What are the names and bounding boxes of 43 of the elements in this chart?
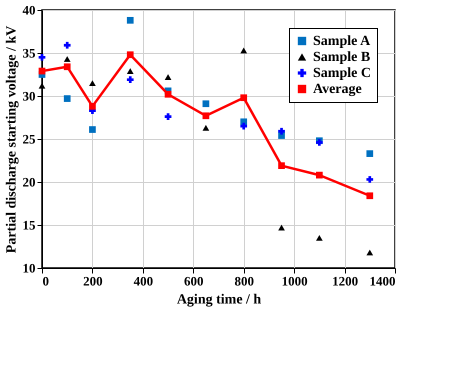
y-tick-label: 25 — [22, 132, 36, 146]
x-tick-label: 1000 — [282, 274, 308, 288]
legend-label: Sample C — [313, 66, 371, 81]
point — [164, 74, 172, 80]
legend-label: Average — [313, 82, 362, 97]
point — [164, 113, 172, 120]
x-tick-label: 200 — [83, 274, 103, 288]
y-tick-label: 40 — [22, 2, 36, 18]
x-tick-label: 1400 — [370, 274, 396, 288]
y-tick-label: 10 — [22, 260, 36, 276]
point — [64, 56, 71, 62]
point — [202, 124, 210, 131]
point — [38, 54, 46, 61]
x-tick-label: 600 — [184, 274, 204, 288]
point — [126, 76, 134, 84]
point — [240, 122, 248, 130]
x-tick-label: 400 — [134, 274, 154, 288]
x-axis-title: Aging time / h — [176, 292, 262, 308]
x-tick-label: 800 — [234, 274, 254, 288]
point — [366, 150, 374, 157]
y-tick-label: 30 — [22, 88, 36, 104]
y-tick-label: 35 — [22, 46, 36, 60]
point — [126, 16, 134, 24]
legend-label: Sample A — [313, 34, 372, 49]
point — [278, 128, 285, 135]
point — [89, 80, 96, 86]
x-tick-label: 0 — [42, 274, 49, 288]
point — [89, 126, 96, 133]
point — [38, 82, 46, 89]
point — [240, 48, 248, 54]
legend-label: Sample B — [313, 50, 370, 65]
y-axis-title: Partial discharge starting voltage / kV — [4, 26, 20, 254]
point — [278, 224, 285, 230]
point — [316, 234, 323, 241]
point — [64, 95, 71, 102]
y-tick-label: 15 — [22, 218, 36, 232]
y-tick-label: 20 — [22, 174, 36, 190]
point — [126, 68, 134, 74]
point — [366, 176, 374, 183]
point — [366, 250, 374, 256]
x-tick-label: 1200 — [332, 274, 358, 288]
point — [202, 100, 210, 108]
point — [64, 42, 71, 49]
